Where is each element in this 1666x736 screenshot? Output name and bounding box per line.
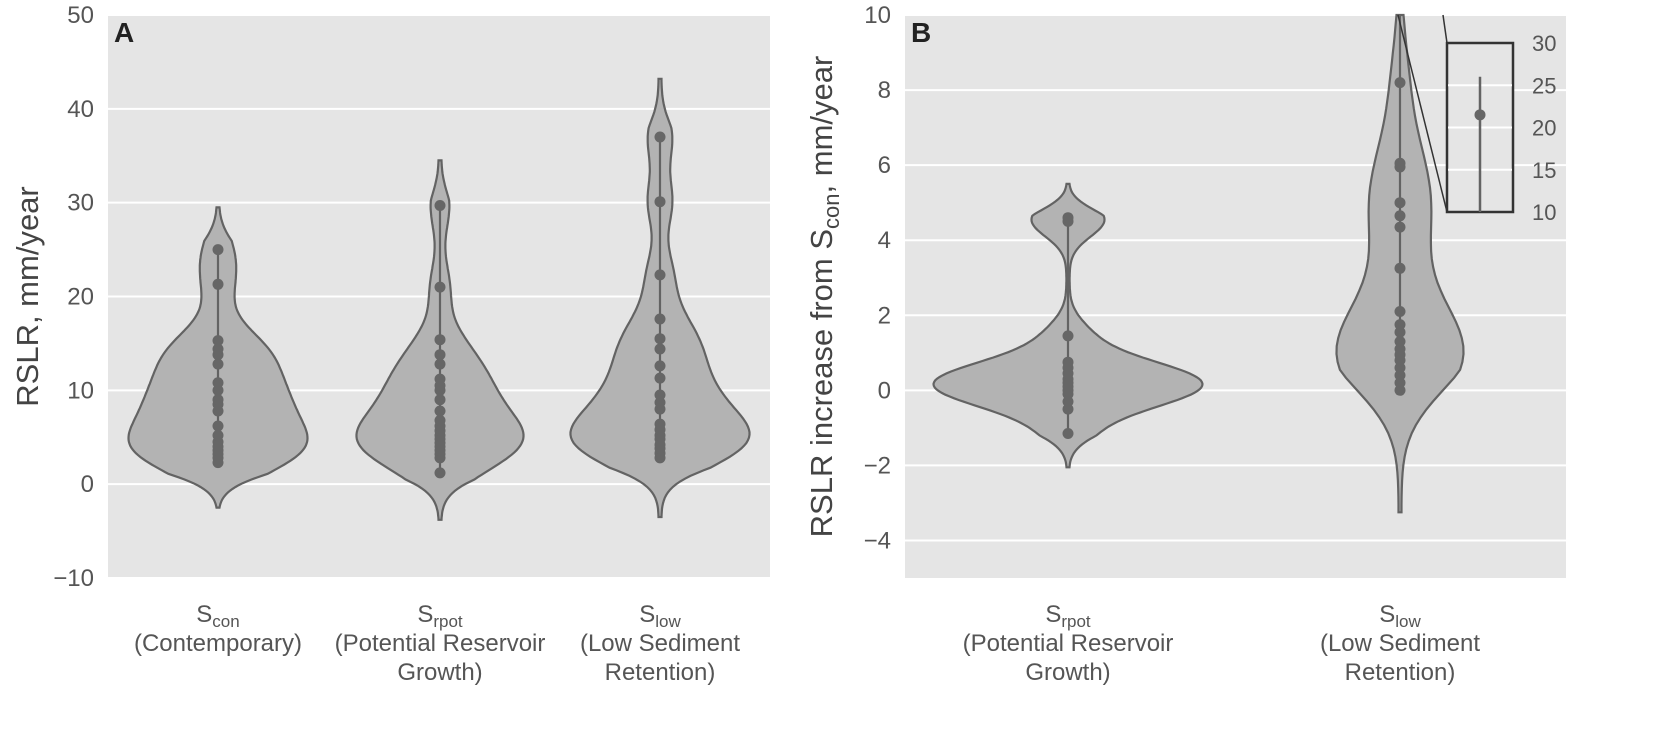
data-point	[212, 335, 224, 347]
data-point	[1394, 262, 1406, 274]
data-point	[212, 278, 224, 290]
data-point	[434, 373, 446, 385]
y-tick-label: −2	[864, 452, 891, 479]
y-tick-label: 20	[67, 284, 94, 311]
category-desc2-3: Retention)	[605, 659, 716, 686]
data-point	[1062, 356, 1074, 368]
violin-1	[127, 206, 309, 509]
category-desc-3: (Low Sediment	[580, 630, 740, 657]
category-label-2: Srpot	[417, 601, 463, 631]
panel-letter: A	[114, 17, 134, 48]
panel-b: −4 −2 0 2 4 6 8 10 RSLR increase from Scon, mm/y…	[804, 2, 1566, 686]
violin-3	[569, 77, 751, 519]
data-point	[212, 420, 224, 432]
data-point	[654, 313, 666, 325]
data-point	[434, 200, 446, 211]
data-point	[212, 429, 224, 441]
y-tick-label: 40	[67, 96, 94, 123]
violin-2	[355, 159, 525, 521]
inset: 30 25 20 15 10	[1397, 14, 1556, 225]
y-tick-label: −4	[864, 527, 891, 554]
category-desc2-2: Retention)	[1345, 659, 1456, 686]
y-axis-label: RSLR increase from Scon, mm/year	[804, 56, 844, 538]
inset-y-tick-label: 15	[1532, 158, 1556, 183]
inset-connector	[1442, 14, 1448, 44]
data-point	[212, 377, 224, 389]
data-point	[1394, 157, 1406, 169]
y-tick-label: 50	[67, 2, 94, 29]
category-desc-1: (Potential Reservoir	[963, 630, 1174, 657]
violin-2	[1335, 13, 1465, 514]
data-point	[1394, 221, 1406, 233]
data-point	[1394, 77, 1406, 89]
data-point	[434, 405, 446, 417]
y-tick-label: 10	[864, 2, 891, 29]
data-point	[212, 244, 224, 256]
data-point	[1394, 326, 1406, 338]
category-label-2: Slow	[1379, 601, 1421, 631]
data-point	[654, 360, 666, 372]
data-point	[434, 467, 446, 479]
category-desc2-1: Growth)	[1025, 659, 1110, 686]
data-point	[1394, 319, 1406, 331]
inset-y-tick-label: 20	[1532, 116, 1556, 141]
category-desc2-2: Growth)	[397, 659, 482, 686]
category-desc-2: (Potential Reservoir	[335, 630, 546, 657]
data-point	[212, 394, 224, 406]
inset-y-tick-label: 25	[1532, 73, 1556, 98]
category-desc-1: (Contemporary)	[134, 630, 302, 657]
data-point	[1394, 336, 1406, 347]
data-point	[654, 269, 666, 281]
data-point	[1062, 330, 1074, 342]
inset-y-tick-label: 30	[1532, 31, 1556, 56]
violin-1	[932, 182, 1204, 469]
data-point	[654, 333, 666, 345]
y-tick-label: −10	[53, 565, 94, 592]
data-point	[212, 343, 224, 355]
data-point	[1394, 306, 1406, 317]
data-point	[434, 349, 446, 361]
panel-letter: B	[911, 17, 931, 48]
data-point	[1394, 197, 1406, 209]
data-point	[654, 343, 666, 355]
category-label-1: Srpot	[1045, 601, 1091, 631]
panel-a: −10 0 10 20 30 40 50 RSLR, mm/year A Scon(Contemp…	[10, 2, 770, 686]
y-tick-label: 6	[878, 152, 891, 179]
y-tick-label: 30	[67, 190, 94, 217]
data-point	[654, 131, 666, 143]
category-desc-2: (Low Sediment	[1320, 630, 1480, 657]
data-point	[434, 394, 446, 406]
data-point	[434, 414, 446, 426]
y-tick-label: 8	[878, 77, 891, 104]
y-tick-label: 4	[878, 227, 891, 254]
data-point	[1062, 428, 1074, 439]
data-point	[434, 334, 446, 346]
inset-y-tick-label: 10	[1532, 200, 1556, 225]
y-axis-label: RSLR, mm/year	[10, 186, 45, 406]
data-point	[1062, 212, 1074, 224]
data-point	[212, 358, 224, 370]
data-point	[654, 372, 666, 384]
category-label-3: Slow	[639, 601, 681, 631]
data-point	[1394, 210, 1406, 222]
data-point	[654, 196, 666, 208]
data-point	[654, 389, 666, 401]
y-tick-label: 10	[67, 377, 94, 404]
y-tick-label: 0	[878, 377, 891, 404]
inset-point	[1474, 109, 1486, 121]
inset-connector	[1397, 14, 1448, 213]
y-tick-label: 2	[878, 302, 891, 329]
data-point	[434, 281, 446, 293]
y-tick-label: 0	[81, 471, 94, 498]
data-point	[654, 418, 666, 430]
data-point	[434, 358, 446, 370]
category-label-1: Scon	[196, 601, 239, 631]
